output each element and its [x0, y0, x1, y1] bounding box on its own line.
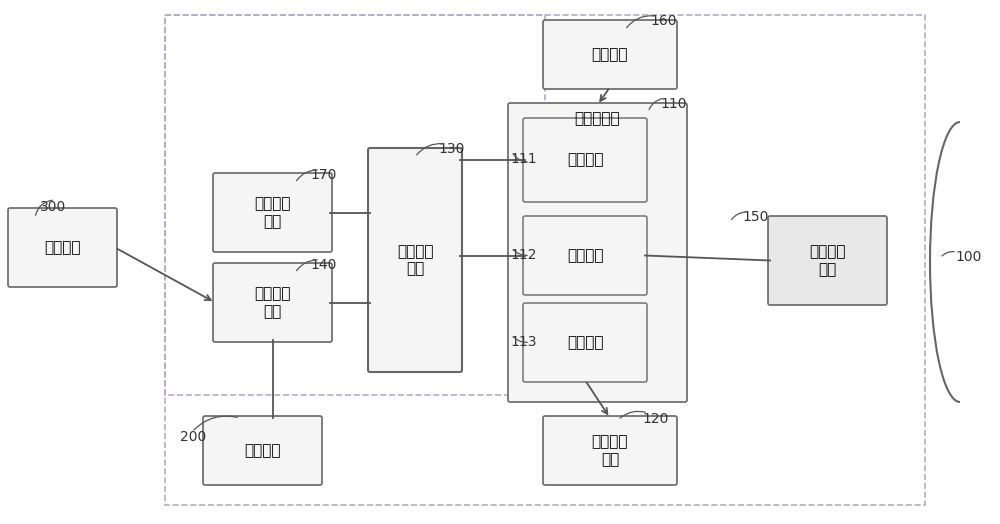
FancyBboxPatch shape: [213, 173, 332, 252]
FancyBboxPatch shape: [368, 148, 462, 372]
Bar: [165, 15, 925, 505]
Text: 控制模块: 控制模块: [567, 152, 603, 168]
FancyBboxPatch shape: [203, 416, 322, 485]
Text: 待测电源: 待测电源: [44, 240, 81, 255]
Text: 校准电源: 校准电源: [244, 443, 281, 458]
FancyBboxPatch shape: [543, 20, 677, 89]
Text: 112: 112: [510, 248, 536, 262]
Text: 120: 120: [642, 412, 668, 426]
Text: 113: 113: [510, 335, 536, 349]
Text: 定时模块: 定时模块: [592, 47, 628, 62]
Text: 200: 200: [180, 430, 206, 444]
Text: 150: 150: [742, 210, 768, 224]
FancyBboxPatch shape: [8, 208, 117, 287]
Text: 111: 111: [510, 152, 537, 166]
FancyBboxPatch shape: [768, 216, 887, 305]
Text: 140: 140: [310, 258, 336, 272]
Bar: [165, 15, 545, 395]
Text: 电压测量
模块: 电压测量 模块: [397, 244, 433, 276]
Text: 110: 110: [660, 97, 686, 111]
FancyBboxPatch shape: [508, 103, 687, 402]
FancyBboxPatch shape: [523, 303, 647, 382]
Text: 模式切换
模块: 模式切换 模块: [592, 434, 628, 467]
FancyBboxPatch shape: [543, 416, 677, 485]
Text: 160: 160: [650, 14, 676, 28]
Text: 300: 300: [40, 200, 66, 214]
FancyBboxPatch shape: [523, 118, 647, 202]
Text: 运算模块: 运算模块: [567, 248, 603, 263]
Text: 存储模块: 存储模块: [567, 335, 603, 350]
Text: 中央处理器: 中央处理器: [575, 112, 620, 126]
FancyBboxPatch shape: [213, 263, 332, 342]
Text: 显示输出
模块: 显示输出 模块: [809, 244, 846, 277]
Text: 130: 130: [438, 142, 464, 156]
Text: 100: 100: [955, 250, 981, 264]
Text: 170: 170: [310, 168, 336, 182]
FancyBboxPatch shape: [523, 216, 647, 295]
Text: 分压电路
模块: 分压电路 模块: [254, 286, 291, 319]
Text: 基准电压
模块: 基准电压 模块: [254, 196, 291, 228]
